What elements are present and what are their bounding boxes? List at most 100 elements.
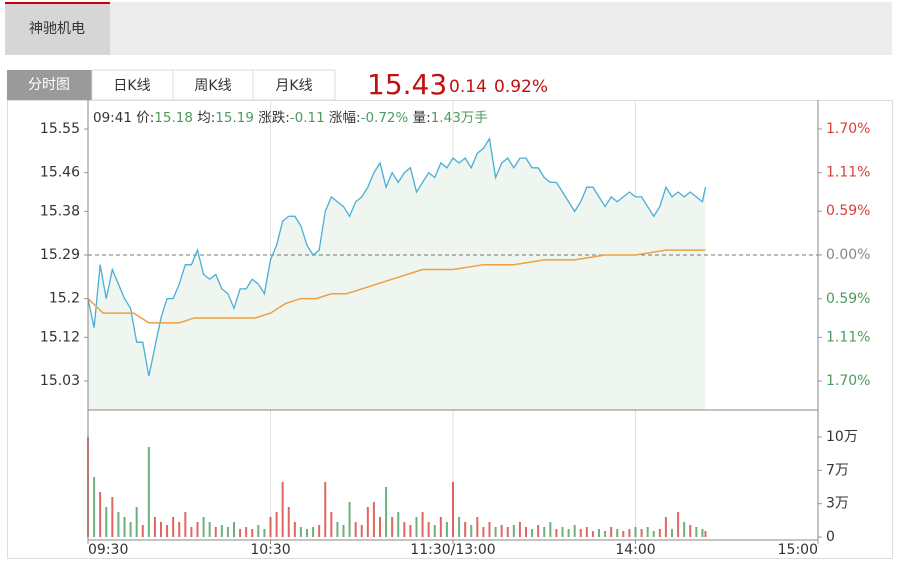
- volume-bar: [135, 507, 138, 537]
- volume-bar: [245, 527, 248, 537]
- y2-tick-label: 0.00%: [826, 247, 870, 263]
- tab-label[interactable]: 神驰机电: [29, 21, 85, 37]
- volume-bar: [701, 529, 704, 537]
- volume-bar: [671, 529, 673, 537]
- volume-bar: [579, 529, 582, 537]
- info-label: 均:: [197, 110, 215, 126]
- x-tick-label: 14:00: [615, 542, 655, 558]
- info-label: 涨幅:: [329, 110, 361, 126]
- volume-bar: [123, 517, 126, 537]
- plot: 09:30 10:30 11:30/13:00 14:00 15:00 15.55 15.4…: [40, 100, 870, 558]
- volume-bar: [196, 522, 199, 537]
- volume-bar: [385, 487, 388, 537]
- volume-bar: [683, 522, 686, 537]
- volume-bar: [379, 517, 381, 537]
- volume-bar: [257, 525, 260, 537]
- volume-bar: [445, 522, 448, 537]
- chart-tab-label[interactable]: 日K线: [113, 78, 150, 94]
- info-label: 涨跌:: [258, 110, 290, 126]
- volume-bar: [409, 525, 412, 537]
- volume-bar: [99, 492, 102, 537]
- volume-bar: [190, 527, 193, 537]
- tab[interactable]: [5, 2, 110, 55]
- tab-indicator: [5, 2, 110, 4]
- volume-bar: [433, 525, 436, 537]
- volume-bar: [598, 529, 600, 537]
- volume-tick-label: 10万: [826, 429, 858, 445]
- chart-tab-label[interactable]: 月K线: [275, 78, 312, 94]
- volume-bar: [342, 525, 345, 537]
- volume-bar: [610, 527, 613, 537]
- volume-bar: [324, 482, 327, 537]
- quote-change-pct: 0.92%: [494, 77, 548, 97]
- volume-bar: [269, 517, 272, 537]
- volume-bar: [226, 527, 229, 537]
- info-value: 15.18: [154, 110, 193, 126]
- chart-tab-label[interactable]: 周K线: [194, 78, 231, 94]
- volume-bar: [652, 531, 655, 537]
- volume-bar: [604, 531, 607, 537]
- y-tick-label: 15.2: [49, 291, 80, 307]
- volume-bar: [287, 507, 290, 537]
- volume-tick-label: 3万: [826, 496, 849, 512]
- price-line: [87, 136, 707, 377]
- volume-tick-label: 7万: [826, 462, 849, 478]
- volume-bar: [427, 522, 430, 537]
- volume-bar: [129, 522, 132, 537]
- x-tick-label: 15:00: [778, 542, 818, 558]
- volume-bar: [275, 512, 278, 537]
- volume-bar: [464, 522, 467, 537]
- volume-bar: [299, 527, 302, 537]
- volume-bar: [506, 527, 509, 537]
- volume-bar: [677, 512, 680, 537]
- y2-tick-label: 1.11%: [826, 165, 870, 181]
- info-value: 1.43万手: [431, 110, 488, 126]
- volume-bar: [220, 525, 223, 537]
- chart-tab[interactable]: [7, 70, 92, 100]
- volume-bar: [452, 482, 454, 537]
- price-area: [88, 138, 706, 410]
- volume-bar: [494, 527, 497, 537]
- volume-bar: [214, 527, 217, 537]
- volume-bar: [555, 529, 558, 537]
- volume-bar: [366, 507, 369, 537]
- volume-bar: [622, 531, 625, 537]
- volume-bar: [439, 517, 442, 537]
- info-value: 15.19: [215, 110, 254, 126]
- chart-tab-label[interactable]: 分时图: [28, 77, 70, 93]
- y-tick-label: 15.03: [40, 373, 80, 389]
- volume-bar: [111, 497, 114, 537]
- volume-bar: [251, 529, 254, 537]
- volume-bar: [93, 477, 96, 537]
- volume-bar: [312, 527, 315, 537]
- volume-bar: [543, 527, 546, 537]
- volume-bar: [281, 482, 284, 537]
- volume-bar: [336, 522, 339, 537]
- chart-tab[interactable]: [252, 69, 336, 101]
- volume-bar: [689, 525, 692, 537]
- volume-bar: [525, 527, 527, 537]
- volume-bar: [573, 525, 576, 537]
- volume-bar: [403, 522, 406, 537]
- volume-bar: [549, 522, 552, 537]
- info-time: 09:41: [93, 110, 132, 126]
- y-tick-label: 15.46: [40, 165, 80, 181]
- x-tick-label: 10:30: [250, 542, 290, 558]
- volume-bar: [500, 525, 503, 537]
- volume-bar: [141, 525, 144, 537]
- volume-bar: [306, 529, 308, 537]
- info-line: 09:41 价:15.18 均:15.19 涨跌:-0.11 涨幅:-0.72%…: [93, 110, 488, 126]
- volume-bar: [664, 517, 667, 537]
- y-tick-label: 15.12: [40, 329, 80, 345]
- volume-bar: [354, 522, 357, 537]
- volume-bar: [348, 502, 351, 537]
- volume-bar: [585, 527, 588, 537]
- volume-bar: [458, 517, 461, 537]
- volume-bar: [178, 522, 181, 537]
- info-value: -0.72%: [361, 110, 409, 126]
- volume-bar: [147, 447, 150, 537]
- volume-bar: [695, 527, 698, 537]
- x-tick-label: 09:30: [88, 542, 128, 558]
